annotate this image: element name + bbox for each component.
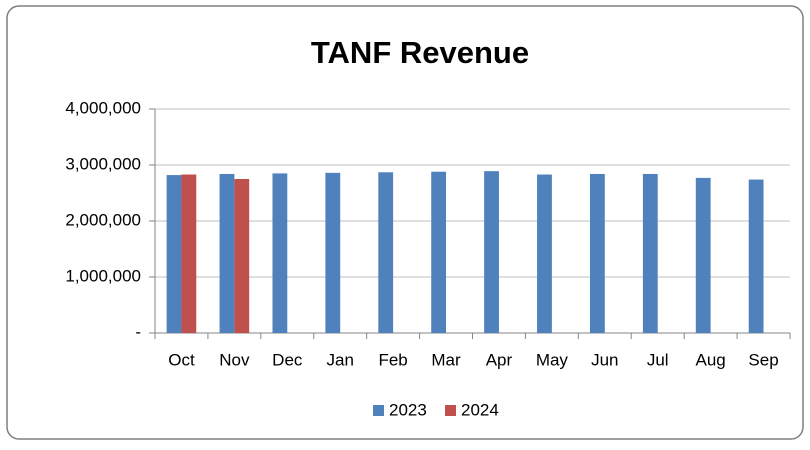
y-tick-label: 1,000,000 xyxy=(65,266,141,285)
bar xyxy=(181,174,197,333)
x-tick-label: Apr xyxy=(486,350,513,369)
x-tick-label: Dec xyxy=(272,350,303,369)
x-tick-label: Aug xyxy=(696,350,726,369)
bar xyxy=(589,173,605,333)
bar xyxy=(234,179,250,333)
y-tick-label: 4,000,000 xyxy=(65,98,141,117)
x-tick-label: Sep xyxy=(748,350,778,369)
bar xyxy=(537,174,552,333)
y-tick-label: - xyxy=(135,322,141,341)
bar xyxy=(484,171,499,333)
bar xyxy=(325,172,341,333)
y-tick-label: 3,000,000 xyxy=(65,154,141,173)
bar xyxy=(378,172,394,333)
legend-label: 2024 xyxy=(461,400,499,419)
legend-swatch xyxy=(445,405,456,416)
x-tick-label: Feb xyxy=(378,350,407,369)
bar xyxy=(748,179,764,333)
x-tick-label: Mar xyxy=(431,350,461,369)
x-tick-label: Jun xyxy=(591,350,618,369)
x-tick-label: May xyxy=(536,350,569,369)
x-tick-label: Jan xyxy=(326,350,353,369)
bar xyxy=(272,173,288,333)
bar xyxy=(166,175,182,333)
legend-swatch xyxy=(373,405,384,416)
bar xyxy=(431,171,447,333)
x-tick-label: Nov xyxy=(219,350,250,369)
x-tick-label: Jul xyxy=(647,350,669,369)
chart-title: TANF Revenue xyxy=(311,35,529,70)
bar xyxy=(642,173,658,333)
y-tick-label: 2,000,000 xyxy=(65,210,141,229)
bar xyxy=(695,177,711,333)
bar xyxy=(219,173,235,333)
legend-label: 2023 xyxy=(389,400,427,419)
x-tick-label: Oct xyxy=(168,350,195,369)
